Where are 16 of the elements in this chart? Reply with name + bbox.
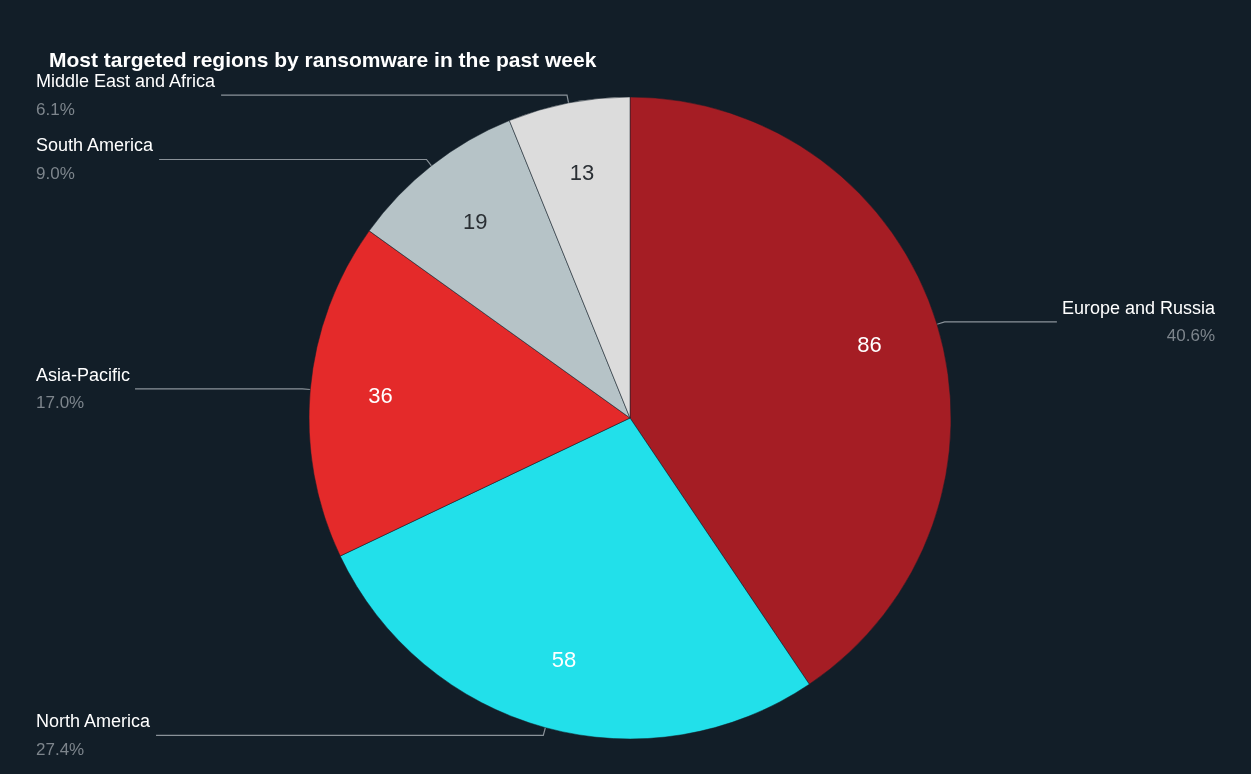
text: 40.6% [1166, 326, 1215, 346]
text: 17.0% [36, 393, 85, 413]
data-label: 36 [368, 383, 393, 409]
data-label: 13 [569, 159, 595, 185]
text: 27.4% [36, 739, 85, 759]
slice-label: Europe and Russia [1061, 297, 1216, 318]
text: 9.0% [36, 163, 75, 183]
slice-label: Asia-Pacific [36, 364, 131, 385]
text: 6.1% [36, 99, 75, 119]
chart-title: Most targeted regions by ransomware in the past week [49, 48, 597, 71]
data-label: 19 [462, 208, 488, 234]
slice-label: South America [36, 135, 155, 156]
data-label: 58 [551, 647, 577, 673]
slice-label: Middle East and Africa [36, 71, 217, 92]
slice-label: North America [36, 711, 152, 732]
data-label: 86 [857, 332, 882, 358]
